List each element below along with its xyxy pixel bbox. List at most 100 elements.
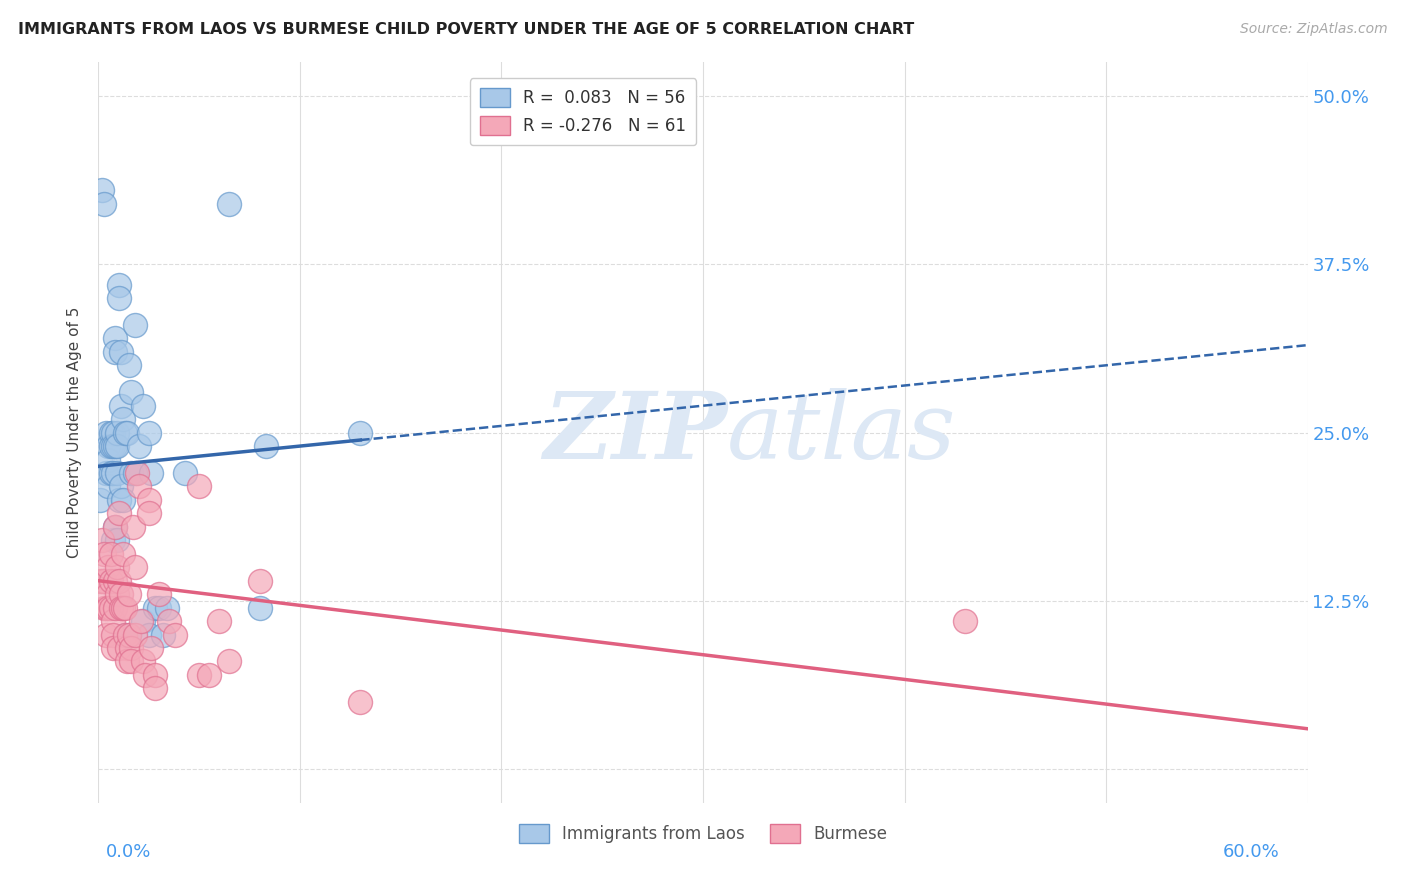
Point xyxy=(101,640,124,655)
Point xyxy=(111,547,134,561)
Point xyxy=(208,614,231,628)
Point xyxy=(138,627,160,641)
Point xyxy=(128,439,150,453)
Point xyxy=(97,587,120,601)
Point xyxy=(121,520,143,534)
Point xyxy=(103,520,125,534)
Point xyxy=(107,277,129,292)
Point xyxy=(138,507,160,521)
Point xyxy=(115,640,138,655)
Point xyxy=(139,466,162,480)
Point xyxy=(107,507,129,521)
Text: Source: ZipAtlas.com: Source: ZipAtlas.com xyxy=(1240,22,1388,37)
Point xyxy=(97,560,120,574)
Point xyxy=(111,600,134,615)
Point xyxy=(120,640,142,655)
Point xyxy=(105,439,128,453)
Point xyxy=(103,574,125,588)
Point xyxy=(120,655,142,669)
Point xyxy=(148,600,170,615)
Point xyxy=(143,681,166,696)
Point xyxy=(91,183,114,197)
Point xyxy=(101,614,124,628)
Point xyxy=(105,466,128,480)
Point xyxy=(107,574,129,588)
Point xyxy=(124,318,146,332)
Point xyxy=(349,425,371,440)
Point xyxy=(114,627,136,641)
Point xyxy=(93,547,115,561)
Point xyxy=(148,587,170,601)
Point xyxy=(249,574,271,588)
Point xyxy=(96,425,118,440)
Point xyxy=(138,492,160,507)
Text: 0.0%: 0.0% xyxy=(105,843,150,861)
Point xyxy=(110,344,132,359)
Point xyxy=(129,614,152,628)
Point xyxy=(100,466,122,480)
Point xyxy=(114,600,136,615)
Point xyxy=(349,695,371,709)
Point xyxy=(124,560,146,574)
Point xyxy=(218,655,240,669)
Point xyxy=(132,655,155,669)
Point xyxy=(198,668,221,682)
Point xyxy=(107,640,129,655)
Point xyxy=(114,425,136,440)
Y-axis label: Child Poverty Under the Age of 5: Child Poverty Under the Age of 5 xyxy=(67,307,83,558)
Point xyxy=(174,466,197,480)
Point xyxy=(97,439,120,453)
Point xyxy=(101,439,124,453)
Point xyxy=(91,533,114,548)
Point xyxy=(96,600,118,615)
Point xyxy=(111,412,134,426)
Text: IMMIGRANTS FROM LAOS VS BURMESE CHILD POVERTY UNDER THE AGE OF 5 CORRELATION CHA: IMMIGRANTS FROM LAOS VS BURMESE CHILD PO… xyxy=(18,22,914,37)
Point xyxy=(111,492,134,507)
Point xyxy=(128,479,150,493)
Point xyxy=(115,425,138,440)
Point xyxy=(97,479,120,493)
Point xyxy=(101,627,124,641)
Point xyxy=(107,492,129,507)
Point xyxy=(218,196,240,211)
Point xyxy=(110,587,132,601)
Point xyxy=(143,668,166,682)
Point xyxy=(103,344,125,359)
Point xyxy=(101,466,124,480)
Text: 60.0%: 60.0% xyxy=(1223,843,1279,861)
Point xyxy=(120,385,142,400)
Point xyxy=(110,600,132,615)
Point xyxy=(93,574,115,588)
Point xyxy=(89,492,111,507)
Point xyxy=(125,466,148,480)
Point xyxy=(96,466,118,480)
Point xyxy=(110,399,132,413)
Point xyxy=(93,196,115,211)
Text: ZIP: ZIP xyxy=(543,388,727,477)
Point xyxy=(132,614,155,628)
Point xyxy=(105,587,128,601)
Point xyxy=(100,439,122,453)
Point xyxy=(118,627,141,641)
Legend: Immigrants from Laos, Burmese: Immigrants from Laos, Burmese xyxy=(512,817,894,850)
Point xyxy=(103,439,125,453)
Point xyxy=(132,399,155,413)
Point xyxy=(105,425,128,440)
Point xyxy=(107,291,129,305)
Point xyxy=(100,600,122,615)
Point xyxy=(100,574,122,588)
Point xyxy=(105,533,128,548)
Point xyxy=(110,479,132,493)
Point xyxy=(97,452,120,467)
Point xyxy=(103,600,125,615)
Point xyxy=(103,520,125,534)
Point xyxy=(91,574,114,588)
Point xyxy=(96,627,118,641)
Point xyxy=(156,600,179,615)
Point xyxy=(138,425,160,440)
Point xyxy=(188,479,211,493)
Point xyxy=(115,655,138,669)
Point xyxy=(139,640,162,655)
Point xyxy=(143,600,166,615)
Point xyxy=(93,574,115,588)
